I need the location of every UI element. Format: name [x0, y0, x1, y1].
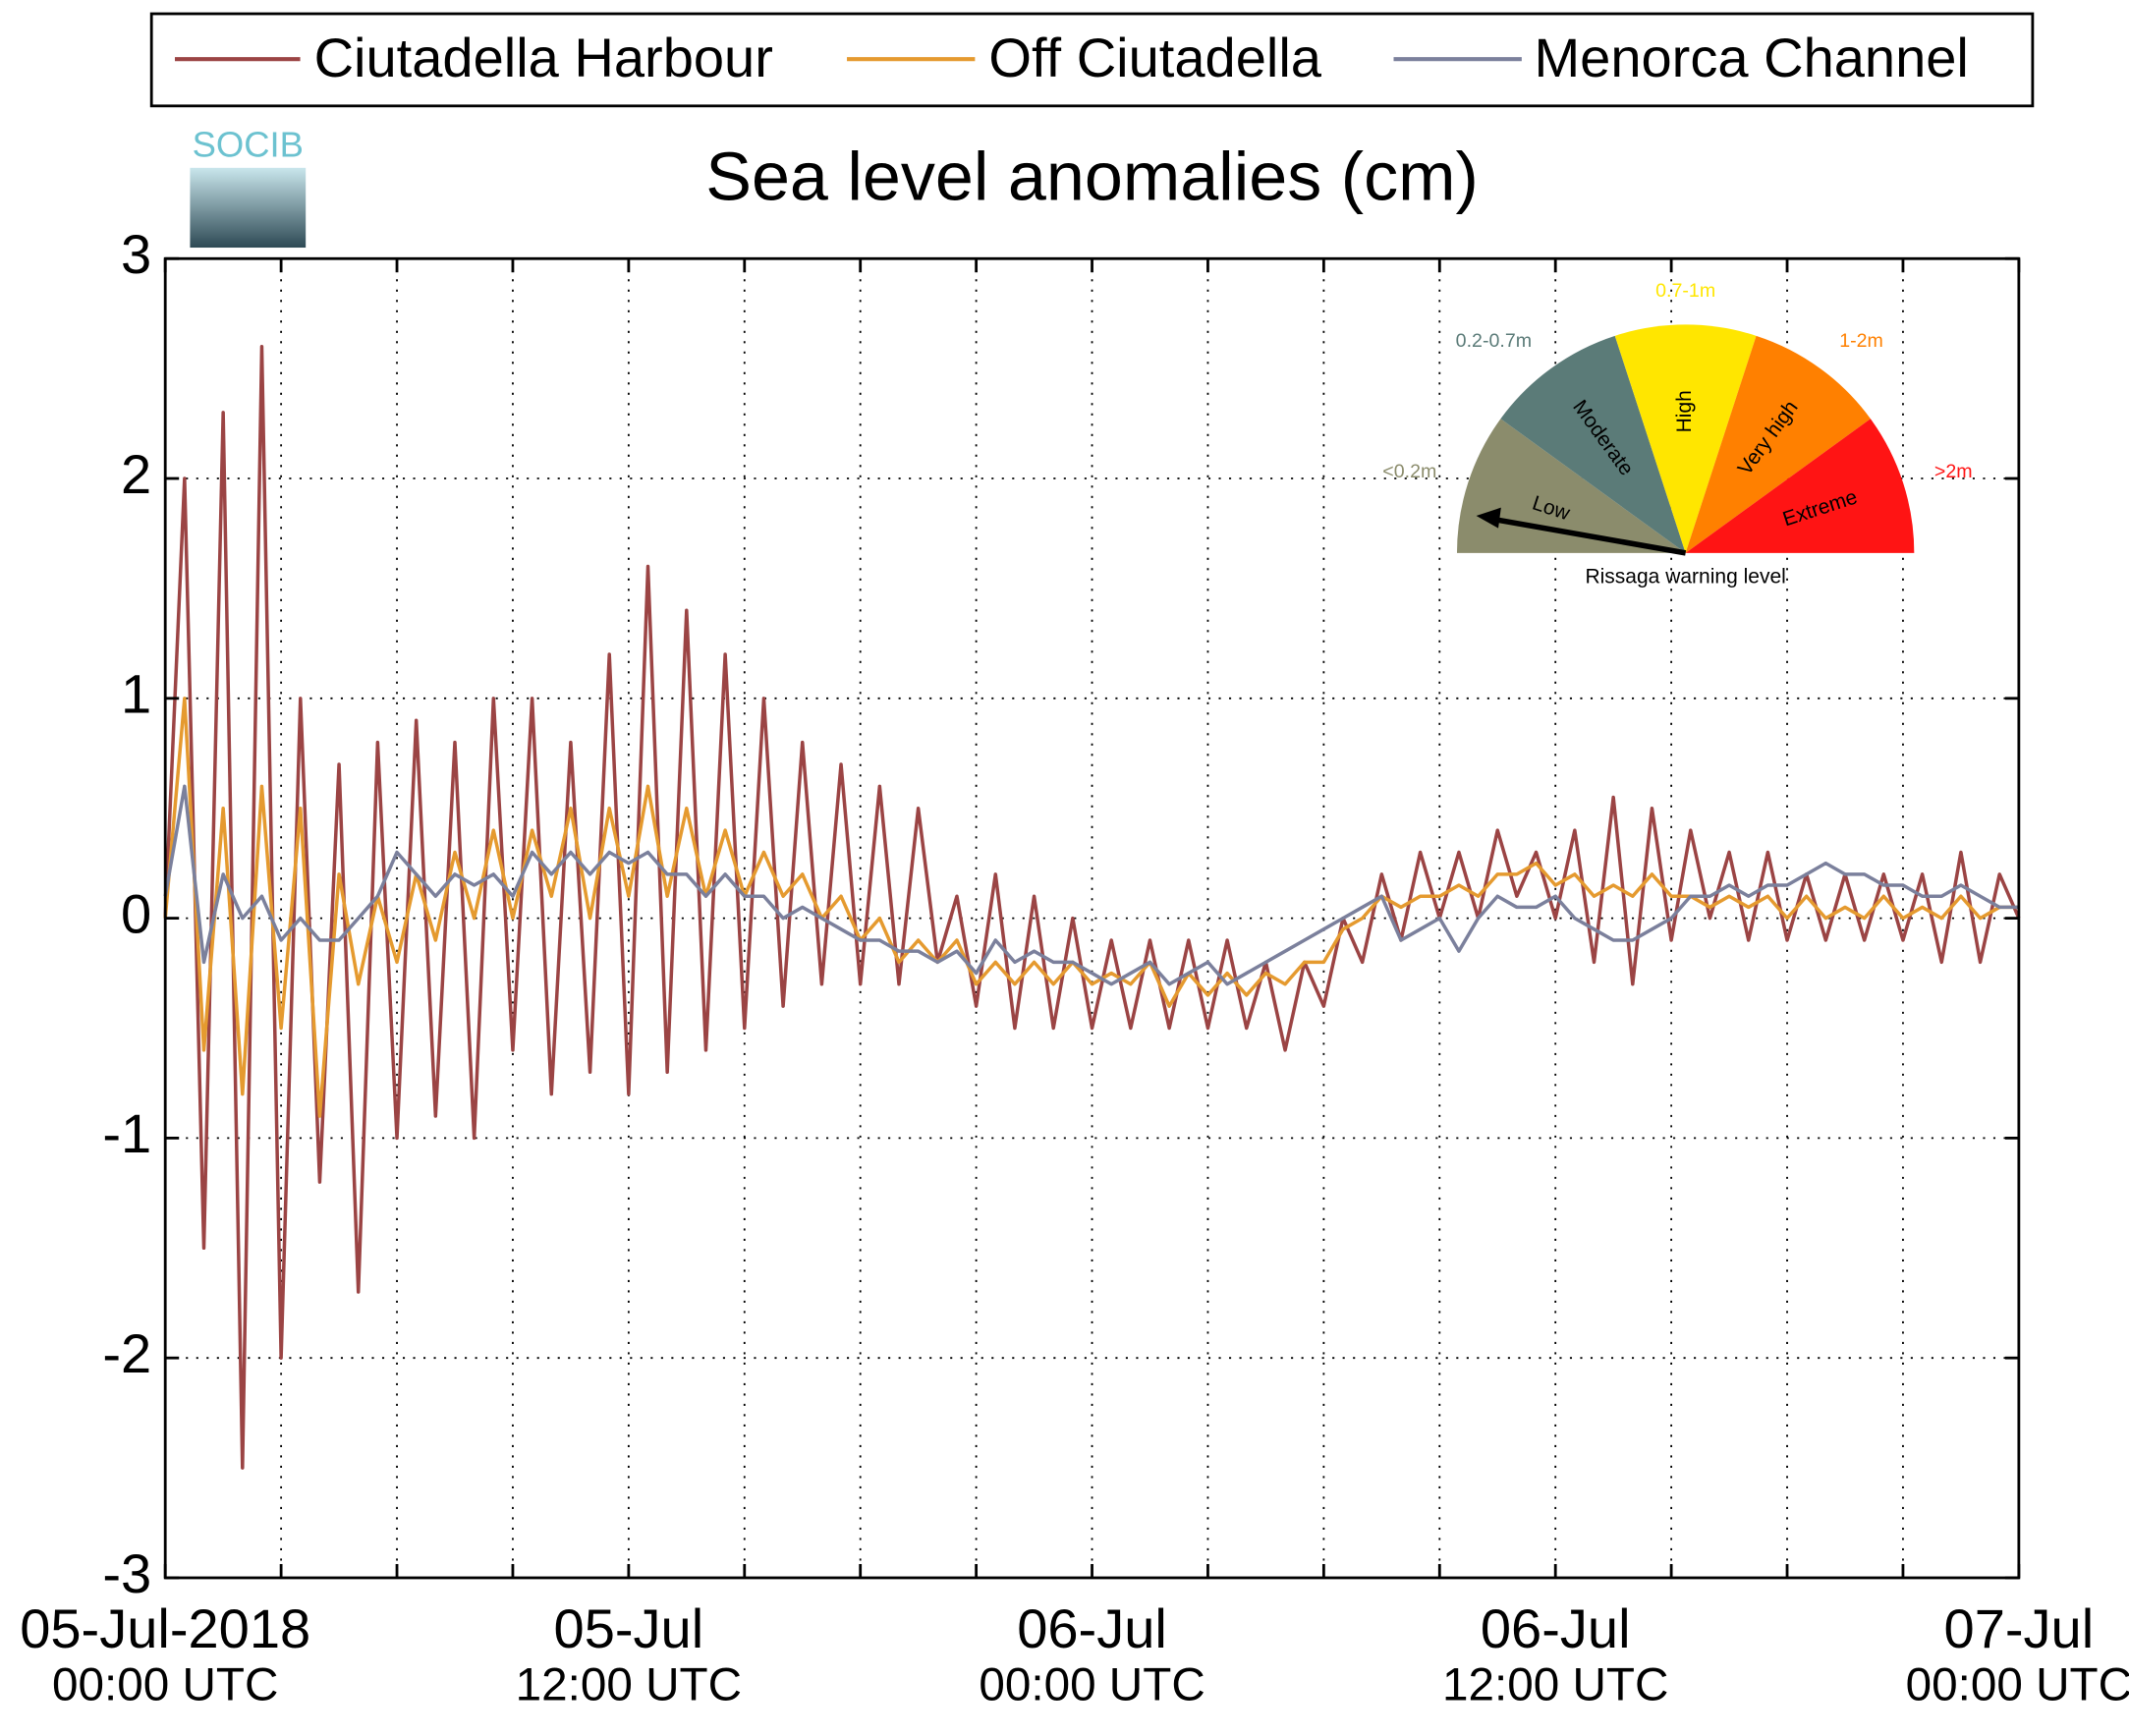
gauge-range: 0.7-1m	[1655, 280, 1715, 302]
logo: SOCIB	[193, 124, 304, 164]
x-tick-label: 05-Jul	[554, 1597, 704, 1659]
x-tick-label: 06-Jul	[1017, 1597, 1167, 1659]
x-tick-sublabel: 00:00 UTC	[1906, 1659, 2129, 1711]
gauge-range: >2m	[1934, 461, 1973, 482]
legend: Ciutadella Harbour Off Ciutadella Menorca …	[175, 27, 1969, 88]
y-tick-label: 2	[121, 443, 151, 505]
legend-label: Ciutadella Harbour	[314, 27, 773, 88]
gauge-range: <0.2m	[1382, 461, 1436, 482]
chart-title: Sea level anomalies (cm)	[705, 138, 1479, 214]
plot-area	[163, 344, 2021, 1470]
y-tick-label: -1	[102, 1102, 151, 1164]
gauge-title: Rissaga warning level	[1585, 566, 1785, 588]
x-tick-sublabel: 12:00 UTC	[516, 1659, 742, 1711]
gauge-segment	[1456, 419, 1686, 553]
legend-box	[149, 12, 2035, 108]
gauge-segment	[1614, 324, 1757, 553]
series-line	[163, 784, 2019, 986]
gauge-segment	[1685, 419, 1915, 553]
y-tick-label: 1	[121, 663, 151, 725]
legend-label: Menorca Channel	[1534, 27, 1968, 88]
legend-label: Off Ciutadella	[988, 27, 1321, 88]
x-tick-sublabel: 00:00 UTC	[52, 1659, 278, 1711]
gauge-needle	[1489, 516, 1687, 556]
gauge-segment	[1685, 335, 1871, 553]
y-tick-label: 0	[121, 882, 151, 944]
x-tick-label: 05-Jul-2018	[20, 1597, 310, 1659]
x-tick-label: 07-Jul	[1944, 1597, 2095, 1659]
y-tick-label: -2	[102, 1322, 151, 1384]
gauge-needle-head	[1476, 507, 1501, 529]
gauge-range: 1-2m	[1839, 330, 1883, 352]
y-tick-label: -3	[102, 1542, 151, 1604]
gauge-range: 0.2-0.7m	[1456, 330, 1532, 352]
gauge-segment	[1500, 335, 1686, 553]
y-tick-label: 3	[121, 223, 151, 285]
x-tick-sublabel: 00:00 UTC	[979, 1659, 1205, 1711]
series-line	[163, 344, 2021, 1470]
logo-image	[190, 167, 307, 249]
series-line	[163, 697, 2019, 1118]
x-tick-sublabel: 12:00 UTC	[1442, 1659, 1668, 1711]
x-tick-label: 06-Jul	[1481, 1597, 1631, 1659]
gauge-level-name: High	[1673, 390, 1696, 432]
